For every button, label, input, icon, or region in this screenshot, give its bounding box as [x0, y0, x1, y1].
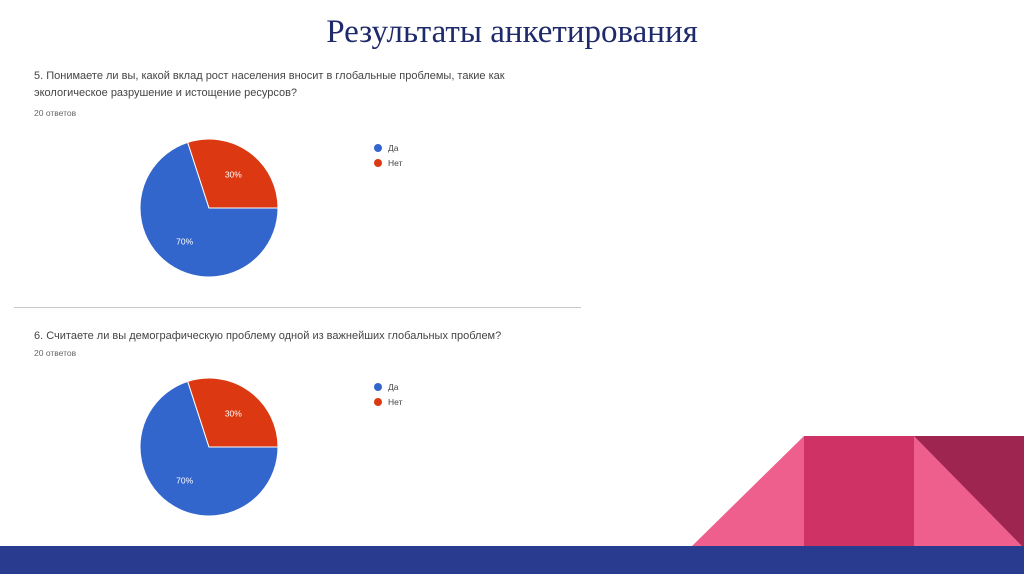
- pie-slice-yes: [139, 141, 279, 278]
- legend-item-no: Нет: [374, 394, 402, 409]
- slide-title: Результаты анкетирования: [326, 14, 698, 50]
- pie-slice-no: [187, 138, 279, 209]
- chart-panel-q5: 5. Понимаете ли вы, какой вклад рост нас…: [14, 62, 581, 308]
- legend-item-no: Нет: [374, 155, 402, 170]
- legend-dot-yes: [374, 382, 382, 391]
- pie-chart-q6: 70% 30%: [139, 377, 279, 517]
- legend-dot-no: [374, 397, 382, 406]
- legend-item-yes: Да: [374, 140, 402, 155]
- pie-label-no: 30%: [225, 170, 242, 180]
- legend-label-yes: Да: [388, 381, 399, 392]
- decor-dark-triangle: [914, 436, 1024, 548]
- legend-label-no: Нет: [388, 396, 403, 407]
- decor-crimson-square: [804, 436, 914, 548]
- pie-label-no: 30%: [225, 409, 242, 419]
- question-title: 5. Понимаете ли вы, какой вклад рост нас…: [34, 70, 505, 99]
- pie-label-yes: 70%: [176, 236, 193, 246]
- decorative-shapes: [690, 436, 1024, 548]
- legend-label-yes: Да: [388, 142, 399, 153]
- responses-count: 20 ответов: [34, 108, 77, 118]
- legend-dot-yes: [374, 143, 382, 152]
- chart-panel-q6: 6. Считаете ли вы демографическую пробле…: [14, 322, 581, 548]
- legend-item-yes: Да: [374, 379, 402, 394]
- pie-slice-no: [187, 377, 279, 448]
- pie-label-yes: 70%: [176, 475, 193, 485]
- legend-dot-no: [374, 158, 382, 167]
- pie-slice-yes: [139, 380, 279, 517]
- legend: Да Нет: [374, 140, 402, 170]
- responses-count: 20 ответов: [34, 348, 77, 358]
- legend-label-no: Нет: [388, 157, 403, 168]
- legend: Да Нет: [374, 379, 402, 409]
- pie-chart-q5: 70% 30%: [139, 138, 279, 278]
- bottom-bar: [0, 546, 1024, 574]
- decor-pink-triangle: [690, 436, 804, 548]
- question-title: 6. Считаете ли вы демографическую пробле…: [34, 330, 502, 342]
